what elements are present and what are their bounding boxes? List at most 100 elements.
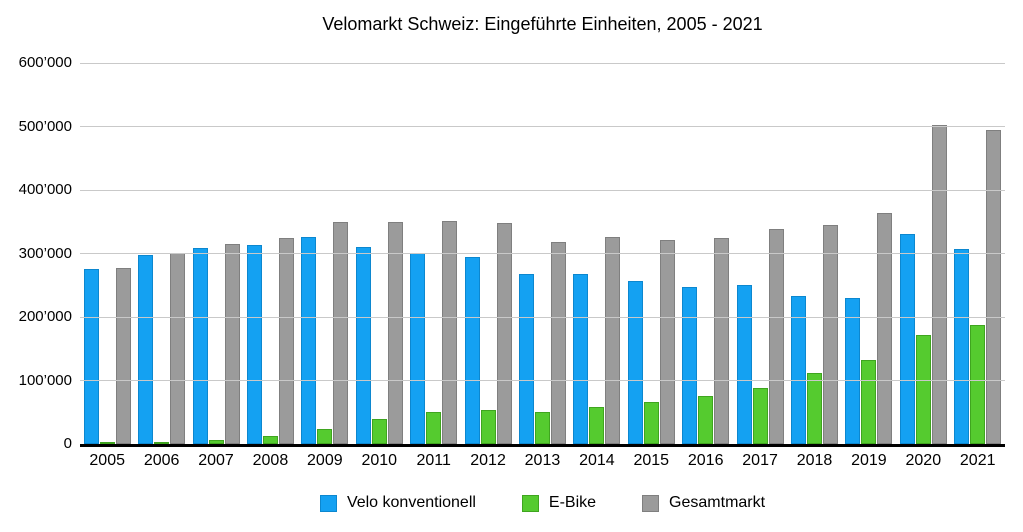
y-axis: 600’000 500’000 400’000 300’000 200’000 100’0… <box>0 54 72 452</box>
y-axis-tick-label: 300’000 <box>18 244 72 262</box>
bar-e-bike-2011 <box>426 412 442 444</box>
bars-row <box>80 63 1005 444</box>
x-axis-year-label: 2013 <box>524 452 561 469</box>
bar-velo-konventionell-2009 <box>301 237 317 444</box>
gridline-400000 <box>80 189 1005 191</box>
bar-velo-konventionell-2010 <box>355 247 371 444</box>
bar-group-2005 <box>83 63 131 444</box>
bar-velo-konventionell-2008 <box>246 245 262 444</box>
y-axis-tick-label: 200’000 <box>18 308 72 325</box>
legend-label: E-Bike <box>548 494 597 511</box>
bar-e-bike-2020 <box>915 335 931 444</box>
x-axis-year-label: 2012 <box>470 452 506 469</box>
bar-group-2007 <box>192 63 240 444</box>
bar-gesamtmarkt-2019 <box>877 213 893 444</box>
bar-gesamtmarkt-2011 <box>442 221 458 444</box>
x-axis-year-label: 2007 <box>198 452 234 469</box>
legend-item-velo-konventionell: Velo konventionell <box>319 494 476 512</box>
gridline-500000 <box>80 126 1005 127</box>
x-axis-year-label: 2020 <box>905 452 942 469</box>
x-axis-year-label: 2018 <box>796 452 833 469</box>
bar-e-bike-2012 <box>480 410 496 444</box>
bar-group-2014 <box>573 63 621 444</box>
bar-e-bike-2016 <box>698 396 714 444</box>
bar-gesamtmarkt-2006 <box>170 253 186 444</box>
x-axis: 2005 2006 2007 2008 2009 2010 2011 2012 2013 2014… <box>80 452 1005 470</box>
bar-group-2009 <box>301 63 349 444</box>
bar-e-bike-2008 <box>262 436 278 444</box>
bar-velo-konventionell-2017 <box>736 285 752 444</box>
bar-e-bike-2009 <box>317 429 333 444</box>
bar-velo-konventionell-2019 <box>845 298 861 444</box>
legend-swatch-gesamtmarkt <box>642 494 660 512</box>
y-axis-tick-label: 0 <box>63 435 72 452</box>
bar-e-bike-2007 <box>208 440 224 444</box>
bar-group-2019 <box>845 63 893 444</box>
chart-title: Velomarkt Schweiz: Eingeführte Einheiten… <box>322 14 763 34</box>
bar-gesamtmarkt-2013 <box>550 242 566 444</box>
y-axis-tick-label: 400’000 <box>18 181 72 198</box>
legend-swatch-velo-konventionell <box>319 494 337 512</box>
bar-gesamtmarkt-2015 <box>659 240 675 444</box>
legend-label: Gesamtmarkt <box>669 494 766 511</box>
x-axis-year-label: 2008 <box>252 452 289 469</box>
x-axis-year-label: 2019 <box>851 452 887 469</box>
bar-e-bike-2021 <box>970 325 986 444</box>
bar-velo-konventionell-2006 <box>138 255 154 444</box>
bar-group-2018 <box>790 63 838 444</box>
x-axis-year-label: 2017 <box>742 452 778 469</box>
bar-velo-konventionell-2013 <box>518 274 534 444</box>
legend-label: Velo konventionell <box>346 494 476 511</box>
bar-e-bike-2005 <box>99 442 115 444</box>
bar-gesamtmarkt-2009 <box>333 222 349 444</box>
x-axis-year-label: 2005 <box>89 452 125 469</box>
x-axis-year-label: 2021 <box>959 452 996 469</box>
bar-group-2016 <box>682 63 730 444</box>
gridline-600000 <box>80 62 1005 64</box>
bar-gesamtmarkt-2008 <box>278 238 294 444</box>
bar-group-2021 <box>954 63 1002 444</box>
bar-e-bike-2006 <box>154 442 170 444</box>
legend-item-e-bike: E-Bike <box>521 494 597 512</box>
legend: Velo konventionell E-Bike Gesamtmarkt <box>80 494 1005 512</box>
bar-e-bike-2015 <box>643 402 659 444</box>
bar-gesamtmarkt-2007 <box>224 244 240 444</box>
legend-swatch-e-bike <box>521 494 539 512</box>
bar-velo-konventionell-2014 <box>573 274 589 444</box>
bar-group-2013 <box>518 63 566 444</box>
y-axis-tick-label: 100’000 <box>18 371 72 389</box>
bar-gesamtmarkt-2018 <box>822 225 838 444</box>
bar-velo-konventionell-2016 <box>682 287 698 444</box>
bar-group-2012 <box>464 63 512 444</box>
gridline-200000 <box>80 316 1005 318</box>
bar-group-2010 <box>355 63 403 444</box>
bar-group-2020 <box>899 63 947 444</box>
bar-gesamtmarkt-2021 <box>986 130 1002 444</box>
bar-velo-konventionell-2005 <box>83 269 99 444</box>
x-axis-year-label: 2014 <box>579 452 615 469</box>
bar-velo-konventionell-2020 <box>899 234 915 444</box>
x-axis-year-label: 2011 <box>416 452 451 469</box>
bar-e-bike-2010 <box>371 419 387 444</box>
bar-group-2008 <box>246 63 294 444</box>
bar-e-bike-2013 <box>534 412 550 444</box>
plot-area <box>80 62 1005 447</box>
x-axis-year-label: 2009 <box>307 452 343 469</box>
bar-velo-konventionell-2011 <box>410 253 426 444</box>
bar-e-bike-2018 <box>806 373 822 444</box>
bar-group-2017 <box>736 63 784 444</box>
bar-gesamtmarkt-2016 <box>714 238 730 444</box>
bar-gesamtmarkt-2014 <box>605 237 621 444</box>
bar-gesamtmarkt-2017 <box>768 229 784 444</box>
bar-velo-konventionell-2007 <box>192 248 208 444</box>
bar-gesamtmarkt-2005 <box>115 268 131 444</box>
bar-gesamtmarkt-2012 <box>496 223 512 444</box>
bar-group-2006 <box>138 63 186 444</box>
bar-velo-konventionell-2018 <box>790 296 806 444</box>
x-axis-year-label: 2010 <box>361 452 398 469</box>
x-axis-year-label: 2016 <box>687 452 724 469</box>
bar-gesamtmarkt-2010 <box>387 222 403 444</box>
y-axis-tick-label: 600’000 <box>18 54 72 71</box>
bar-velo-konventionell-2012 <box>464 257 480 444</box>
